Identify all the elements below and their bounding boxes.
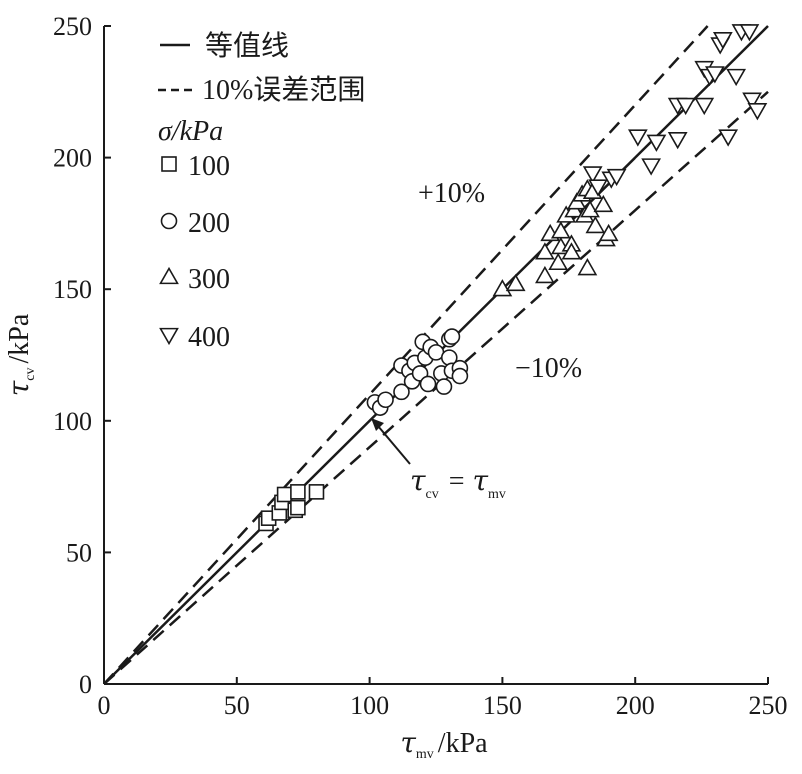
legend-marker-circle (160, 212, 178, 230)
legend-marker-square (161, 156, 177, 172)
point-triangle-up-300 (577, 258, 598, 276)
point-triangle-down-400 (712, 31, 733, 50)
x-tick-label: 250 (749, 691, 788, 720)
point-triangle-down-400 (747, 103, 768, 121)
point-circle-200 (451, 367, 469, 385)
equality-annotation: τcv = τmv (371, 418, 506, 502)
annotation-minus-10: −10% (515, 353, 582, 384)
legend: 等值线 10%误差范围 σ/kPa 100 200 300 400 (158, 30, 365, 353)
point-triangle-up-300 (593, 194, 614, 213)
point-triangle-down-400 (627, 129, 648, 147)
x-label-sub: mv (416, 747, 434, 762)
x-tick-label: 100 (350, 691, 389, 720)
point-triangle-down-400 (742, 92, 762, 110)
legend-sigma-text: σ/kPa (158, 116, 223, 147)
point-triangle-down-400 (675, 97, 696, 116)
x-tick-label: 200 (616, 691, 655, 720)
point-circle-200 (435, 378, 453, 395)
error-band-line (103, 25, 709, 685)
equality-arrow-line (377, 425, 411, 465)
legend-marker-triangle-down (159, 327, 179, 346)
eq-right-sub: mv (488, 487, 506, 502)
point-square-100 (290, 499, 306, 516)
point-square-100 (308, 484, 325, 500)
point-triangle-down-400 (641, 158, 662, 176)
y-axis-label: τcv/kPa (2, 313, 38, 396)
eq-left-sub: cv (426, 487, 439, 502)
point-triangle-up-300 (550, 221, 571, 239)
point-triangle-down-400 (718, 129, 739, 147)
y-tick-label: 200 (53, 144, 92, 173)
legend-label-300: 300 (188, 264, 230, 295)
point-triangle-up-300 (492, 279, 513, 297)
y-tick-label: 0 (79, 670, 92, 699)
point-triangle-down-400 (694, 97, 715, 116)
tick-labels: 0 50 100 150 200 250 0 50 100 150 200 250 (53, 12, 788, 720)
y-tick-label: 250 (53, 12, 92, 41)
point-triangle-up-300 (535, 242, 555, 260)
point-triangle-up-300 (535, 265, 555, 284)
eq-right: τ (473, 464, 489, 497)
legend-label-200: 200 (188, 208, 230, 239)
legend-series: 100 200 300 400 (159, 151, 230, 353)
point-triangle-up-300 (585, 215, 606, 234)
data-points (258, 24, 768, 532)
y-tick-label: 50 (66, 538, 92, 567)
y-tick-label: 100 (53, 407, 92, 436)
y-tick-label: 150 (53, 275, 92, 304)
point-triangle-down-400 (726, 68, 747, 87)
legend-label-100: 100 (188, 151, 230, 182)
equality-label: τcv = τmv (410, 464, 506, 502)
y-label-symbol: τ (2, 380, 35, 396)
point-triangle-down-400 (606, 168, 627, 187)
legend-solid-label: 等值线 (205, 30, 289, 62)
eq-left: τ (410, 464, 426, 497)
point-triangle-up-300 (598, 223, 619, 242)
point-circle-200 (393, 383, 410, 401)
point-triangle-up-300 (505, 273, 526, 292)
point-triangle-down-400 (739, 24, 760, 42)
point-triangle-down-400 (588, 179, 608, 197)
legend-dashed-label: 10%误差范围 (202, 74, 365, 106)
x-axis-label: τmv/kPa (400, 726, 488, 762)
point-triangle-up-300 (580, 200, 600, 218)
axes (103, 25, 769, 685)
y-label-sub: cv (23, 368, 38, 381)
annotation-plus-10: +10% (418, 178, 485, 209)
x-tick-label: 150 (483, 691, 522, 720)
point-triangle-down-400 (705, 66, 725, 84)
x-label-symbol: τ (400, 726, 416, 759)
point-triangle-up-300 (561, 242, 582, 260)
x-tick-label: 50 (224, 691, 250, 720)
legend-sigma-title: σ/kPa (158, 116, 223, 147)
point-triangle-down-400 (667, 132, 688, 150)
x-label-unit: /kPa (438, 728, 488, 759)
eq-sign: = (449, 466, 465, 497)
y-label-unit: /kPa (4, 313, 35, 363)
point-circle-200 (377, 391, 394, 409)
point-circle-200 (419, 375, 437, 393)
point-triangle-up-300 (548, 252, 569, 271)
equality-arrow-head (371, 418, 384, 431)
point-square-100 (290, 484, 306, 500)
point-triangle-down-400 (646, 134, 667, 152)
legend-marker-triangle-up (159, 266, 179, 285)
point-square-100 (276, 486, 293, 503)
point-circle-200 (443, 328, 461, 345)
svg-text:τcv/kPa: τcv/kPa (2, 313, 38, 396)
point-triangle-down-400 (582, 166, 603, 184)
legend-label-400: 400 (188, 322, 230, 353)
x-tick-label: 0 (98, 691, 111, 720)
